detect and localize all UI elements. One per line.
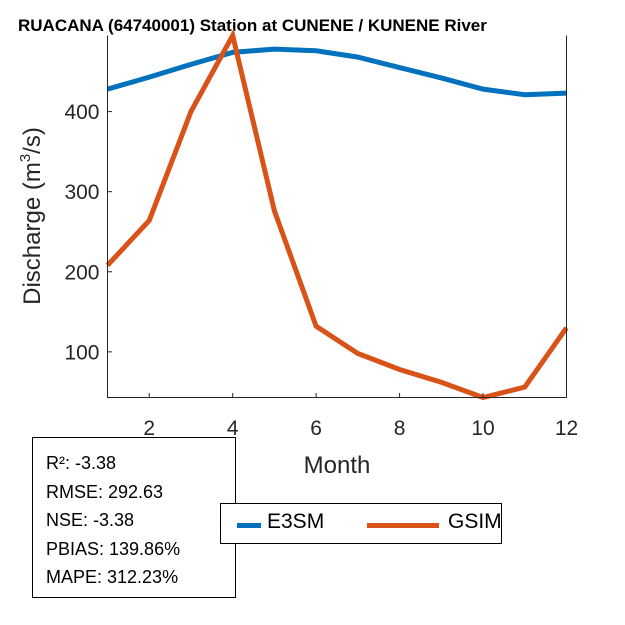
x-tick-label: 2 <box>143 417 155 440</box>
x-tick-label: 12 <box>555 417 578 440</box>
stats-mape: MAPE: 312.23% <box>46 567 179 587</box>
y-axis-label: Discharge (m3/s) <box>17 127 46 305</box>
x-tick-label: 4 <box>227 417 239 440</box>
y-tick-label: 100 <box>64 341 99 364</box>
legend-label-e3sm: E3SM <box>267 510 325 533</box>
plot-axes <box>107 35 567 398</box>
y-tick-label: 300 <box>64 181 99 204</box>
stats-box: R²: -3.38 RMSE: 292.63 NSE: -3.38 PBIAS:… <box>32 437 236 598</box>
legend: E3SM GSIM <box>220 503 502 544</box>
x-ticks: 2 4 6 8 10 12 <box>143 393 578 440</box>
stats-nse: NSE: -3.38 <box>46 510 135 530</box>
x-tick-label: 8 <box>394 417 406 440</box>
x-tick-label: 6 <box>310 417 322 440</box>
chart-title: RUACANA (64740001) Station at CUNENE / K… <box>18 16 487 35</box>
x-axis-label: Month <box>304 452 371 479</box>
series-line-gsim <box>105 28 569 401</box>
stats-r2: R²: -3.38 <box>46 453 117 473</box>
series-layer <box>105 28 569 401</box>
stats-pbias: PBIAS: 139.86% <box>46 538 181 559</box>
y-tick-label: 200 <box>64 261 99 284</box>
legend-swatch-gsim <box>367 523 439 528</box>
legend-label-gsim: GSIM <box>448 510 502 533</box>
y-ticks: 100 200 300 400 <box>64 101 112 364</box>
stats-rmse: RMSE: 292.63 <box>46 481 164 502</box>
x-tick-label: 10 <box>471 417 494 440</box>
legend-swatch-e3sm <box>237 523 261 528</box>
y-tick-label: 400 <box>64 101 99 124</box>
series-line-e3sm <box>106 46 567 98</box>
